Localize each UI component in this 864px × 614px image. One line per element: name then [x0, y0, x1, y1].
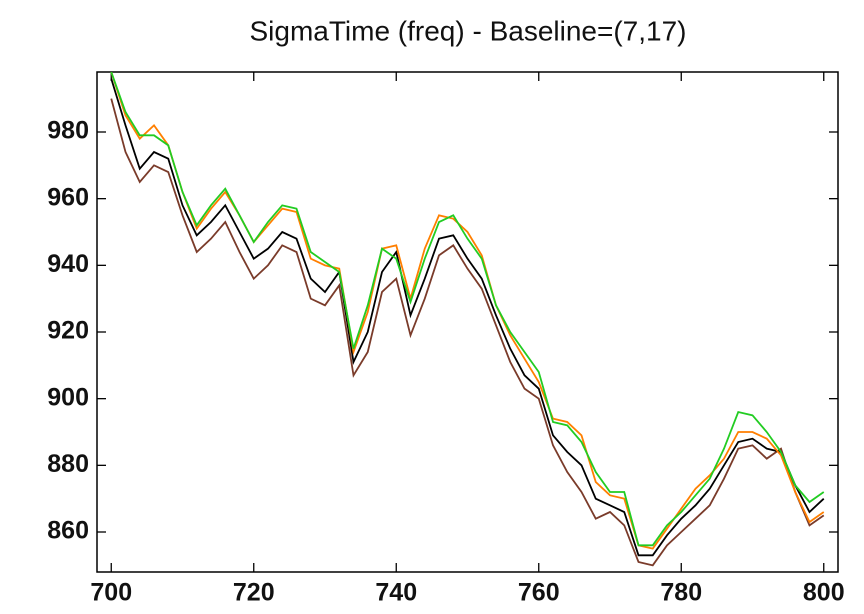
y-tick-label: 920	[47, 317, 89, 345]
x-tick-label: 760	[518, 579, 560, 607]
y-tick-label: 940	[47, 250, 89, 278]
x-tick-label: 740	[375, 579, 417, 607]
y-tick-label: 900	[47, 383, 89, 411]
x-tick-label: 700	[90, 579, 132, 607]
x-tick-label: 720	[233, 579, 275, 607]
chart-title: SigmaTime (freq) - Baseline=(7,17)	[249, 15, 686, 46]
series-line	[110, 78, 825, 557]
y-tick-label: 860	[47, 517, 89, 545]
series-line	[110, 72, 825, 550]
plot-frame	[96, 71, 839, 573]
y-tick-label: 960	[47, 183, 89, 211]
x-tick-label: 800	[803, 579, 845, 607]
series-line	[110, 98, 825, 567]
y-tick-label: 980	[47, 117, 89, 145]
series-line	[110, 72, 825, 547]
x-tick-label: 780	[660, 579, 702, 607]
y-tick-label: 880	[47, 450, 89, 478]
